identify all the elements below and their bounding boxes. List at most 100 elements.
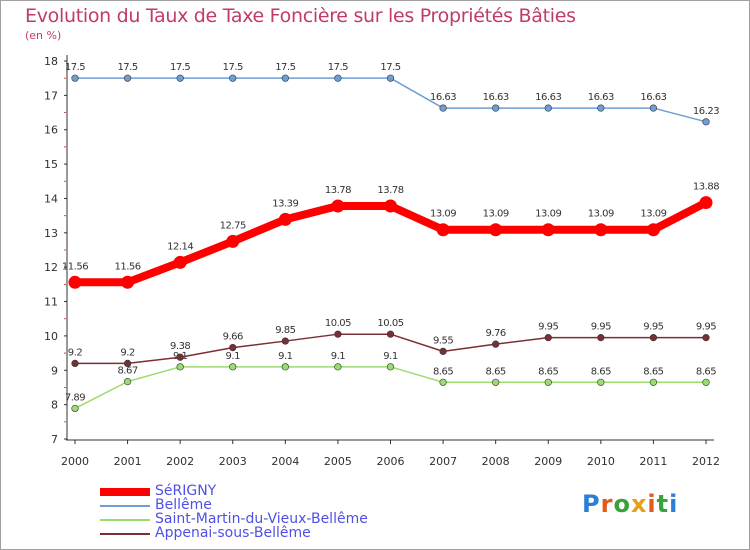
data-label: 9.1 [383, 351, 398, 362]
x-tick-label: 2001 [114, 455, 142, 468]
data-label: 17.5 [223, 62, 243, 73]
data-point [281, 337, 289, 345]
x-tick-label: 2007 [429, 455, 457, 468]
data-label: 9.55 [433, 335, 453, 346]
data-point [334, 74, 342, 82]
data-label: 13.09 [588, 209, 614, 220]
data-label: 8.65 [696, 366, 716, 377]
data-point [439, 104, 447, 112]
x-tick-label: 2008 [482, 455, 510, 468]
data-label: 9.1 [226, 351, 241, 362]
x-tick-label: 2012 [692, 455, 720, 468]
data-point [492, 378, 500, 386]
data-point [278, 212, 292, 226]
data-point [331, 199, 345, 213]
data-label: 16.63 [640, 92, 666, 103]
data-point [386, 330, 395, 338]
data-point [489, 223, 503, 237]
x-tick-label: 2005 [324, 455, 352, 468]
data-label: 8.65 [643, 366, 663, 377]
data-point [649, 378, 658, 386]
data-label: 8.65 [538, 366, 558, 377]
data-point [281, 74, 289, 82]
data-label: 8.67 [117, 366, 137, 377]
data-label: 9.38 [170, 341, 190, 352]
data-point [492, 104, 500, 112]
data-label: 9.95 [696, 322, 716, 333]
data-label: 13.09 [430, 209, 456, 220]
data-point [71, 359, 79, 368]
data-point [121, 275, 135, 289]
legend-swatch [100, 533, 150, 535]
data-label: 9.95 [538, 322, 558, 333]
data-point [384, 199, 397, 213]
data-point [226, 234, 240, 248]
data-point [173, 255, 187, 269]
data-point [699, 196, 713, 210]
data-label: 13.88 [693, 182, 719, 193]
x-tick-label: 2000 [61, 455, 89, 468]
data-point [123, 378, 132, 386]
chart-unit-label: (en %) [25, 29, 62, 42]
data-point [439, 347, 447, 355]
y-tick-label: 14 [44, 192, 58, 205]
data-point [436, 223, 450, 237]
data-label: 9.1 [278, 351, 293, 362]
data-point [281, 363, 289, 371]
data-point [176, 74, 184, 82]
y-tick-label: 16 [44, 124, 58, 137]
y-tick-label: 7 [51, 433, 58, 446]
data-label: 9.95 [643, 322, 663, 333]
data-point [68, 275, 82, 289]
data-point [386, 363, 395, 371]
x-tick-label: 2004 [271, 455, 299, 468]
data-point [71, 74, 79, 82]
data-label: 10.05 [377, 318, 403, 329]
data-label: 17.5 [65, 62, 85, 73]
data-label: 13.09 [483, 209, 509, 220]
x-tick-label: 2010 [587, 455, 615, 468]
x-tick-label: 2002 [166, 455, 194, 468]
data-point [646, 223, 660, 237]
data-label: 8.65 [486, 366, 506, 377]
data-point [123, 74, 132, 82]
data-point [597, 378, 605, 386]
data-label: 12.75 [220, 220, 246, 231]
data-label: 9.2 [68, 347, 83, 358]
chart-title: Evolution du Taux de Taxe Foncière sur l… [25, 5, 576, 27]
data-point [334, 330, 342, 338]
data-point [492, 340, 500, 348]
data-point [702, 378, 710, 386]
data-point [544, 334, 552, 342]
data-point [541, 223, 555, 237]
data-label: 12.14 [167, 241, 193, 252]
data-label: 9.95 [591, 322, 611, 333]
series-line [74, 366, 707, 410]
data-point [176, 353, 184, 361]
data-point [544, 378, 552, 386]
data-label: 17.5 [380, 62, 400, 73]
data-point [123, 359, 132, 368]
data-label: 16.63 [535, 92, 561, 103]
legend-swatch [100, 519, 150, 521]
data-point [597, 334, 605, 342]
data-label: 13.09 [640, 209, 666, 220]
data-point [229, 343, 237, 352]
y-tick-label: 13 [44, 227, 58, 240]
y-tick-label: 15 [44, 158, 58, 171]
data-label: 17.5 [328, 62, 348, 73]
y-tick-label: 18 [44, 55, 58, 68]
data-label: 17.5 [117, 62, 137, 73]
x-tick-label: 2006 [377, 455, 405, 468]
y-tick-label: 12 [44, 261, 58, 274]
data-point [439, 378, 447, 386]
data-label: 10.05 [325, 318, 351, 329]
data-point [229, 363, 237, 371]
data-label: 9.1 [331, 351, 346, 362]
data-point [649, 104, 658, 112]
data-label: 11.56 [62, 261, 88, 272]
data-point [702, 334, 710, 342]
data-label: 9.85 [275, 325, 295, 336]
y-tick-label: 11 [44, 296, 58, 309]
